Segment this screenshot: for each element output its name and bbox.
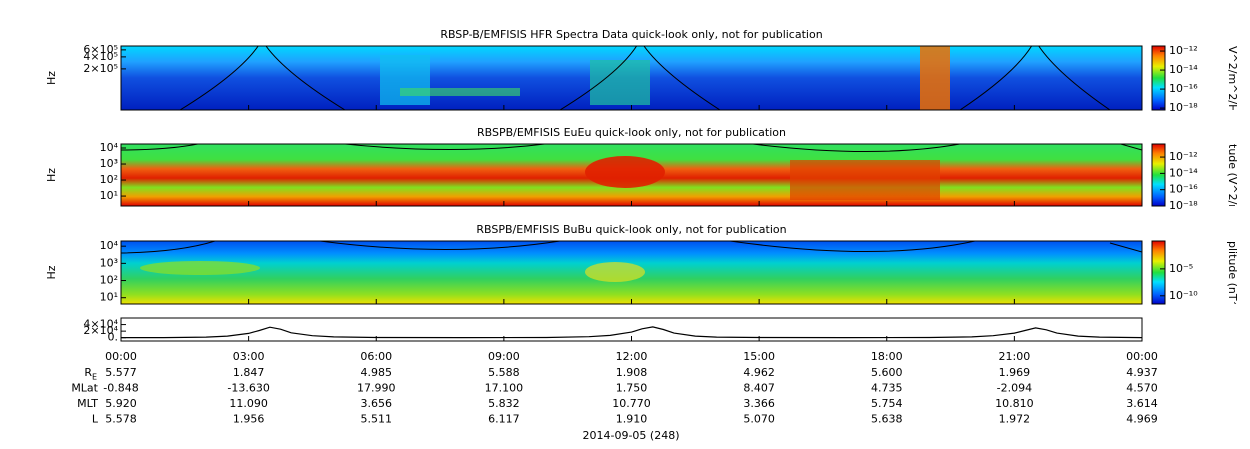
colorbar-label-group: tude (V^2/m^: [1226, 144, 1239, 224]
ephemeris-value: 5.832: [488, 397, 520, 410]
ephemeris-value: 1.910: [616, 413, 648, 426]
ephemeris-row-label: L: [92, 413, 99, 426]
colorbar-label-group: plitude (nT^2: [1226, 241, 1239, 317]
ephemeris-value: 5.638: [871, 413, 903, 426]
colorbar: [1151, 45, 1166, 111]
colorbar-tick-label: 10⁻¹²: [1169, 44, 1198, 57]
ephemeris-value: 5.754: [871, 397, 903, 410]
ephemeris-value: 5.577: [105, 366, 137, 379]
spectrogram-image: [121, 241, 1142, 304]
colorbar: [1151, 143, 1166, 207]
ephemeris-value: 11.090: [229, 397, 268, 410]
ephemeris-row-label: R: [84, 366, 92, 379]
ephemeris-value: 1.908: [616, 366, 648, 379]
y-tick-label: 10³: [100, 256, 118, 269]
x-tick-label: 00:00: [105, 350, 137, 363]
ephemeris-value: 1.847: [233, 366, 265, 379]
panel-title: RBSP-B/EMFISIS HFR Spectra Data quick-lo…: [440, 28, 822, 41]
ephemeris-value: -2.094: [997, 382, 1032, 395]
y-tick-label: 10⁴: [100, 239, 119, 252]
y-tick-label: 2×10⁴: [83, 324, 118, 337]
y-tick-label: 4×10⁵: [83, 50, 118, 63]
colorbar-tick-label: 10⁻¹⁴: [1169, 63, 1198, 76]
y-tick-label: 10²: [100, 274, 118, 287]
ephemeris-value: 1.750: [616, 382, 648, 395]
x-tick-label: 09:00: [488, 350, 520, 363]
ephemeris-value: 5.578: [105, 413, 137, 426]
ephemeris-value: 6.117: [488, 413, 520, 426]
ephemeris-value: 5.511: [361, 413, 393, 426]
y-tick-label: 10³: [100, 157, 118, 170]
x-tick-label: 18:00: [871, 350, 903, 363]
ephemeris-value: 4.937: [1126, 366, 1158, 379]
ephemeris-value: 10.770: [612, 397, 651, 410]
ephemeris-value: 4.962: [743, 366, 775, 379]
ephemeris-value: 1.969: [999, 366, 1031, 379]
spectrogram-image: [121, 46, 1142, 110]
ephemeris-value: 4.985: [361, 366, 393, 379]
colorbar-label: plitude (nT^2: [1226, 241, 1239, 317]
y-tick-label: 10¹: [100, 189, 118, 202]
ephemeris-value: 3.614: [1126, 397, 1158, 410]
ephemeris-value: 4.735: [871, 382, 903, 395]
y-axis-label: Hz: [45, 265, 58, 279]
x-tick-label: 00:00: [1126, 350, 1158, 363]
y-axis-label: Hz: [45, 168, 58, 182]
y-tick-label: 10⁴: [100, 141, 119, 154]
colorbar-tick-label: 10⁻⁵: [1169, 262, 1193, 275]
ephemeris-value: 5.600: [871, 366, 903, 379]
date-label: 2014-09-05 (248): [582, 429, 679, 442]
colorbar-tick-label: 10⁻¹⁶: [1169, 82, 1198, 95]
ephemeris-value: 1.956: [233, 413, 265, 426]
x-tick-label: 12:00: [616, 350, 648, 363]
y-tick-label: 6×10⁵: [83, 43, 118, 56]
panel-title: RBSPB/EMFISIS BuBu quick-look only, not …: [476, 223, 786, 236]
ephemeris-value: 8.407: [743, 382, 775, 395]
ephemeris-row-label: MLT: [77, 397, 98, 410]
ephemeris-value: 4.570: [1126, 382, 1158, 395]
panel-title: RBSPB/EMFISIS EuEu quick-look only, not …: [477, 126, 786, 139]
ephemeris-value: -0.848: [103, 382, 138, 395]
ephemeris-value: 1.972: [999, 413, 1031, 426]
colorbar-tick-label: 10⁻¹⁰: [1169, 289, 1198, 302]
ephemeris-row-subscript: E: [92, 373, 97, 382]
colorbar-label: V^2/m^2/Hz: [1226, 46, 1239, 118]
y-tick-label: 0.: [108, 331, 119, 344]
colorbar-label: tude (V^2/m^: [1226, 144, 1239, 224]
colorbar-label-group: V^2/m^2/Hz: [1226, 46, 1239, 118]
y-tick-label: 10¹: [100, 291, 118, 304]
colorbar-tick-label: 10⁻¹⁶: [1169, 183, 1198, 196]
ephemeris-value: 5.920: [105, 397, 137, 410]
y-axis-label: Hz: [45, 71, 58, 85]
ephemeris-value: 3.656: [361, 397, 393, 410]
x-tick-label: 15:00: [743, 350, 775, 363]
line-series: [121, 326, 1143, 339]
x-tick-label: 21:00: [999, 350, 1031, 363]
colorbar-tick-label: 10⁻¹⁴: [1169, 166, 1198, 179]
ephemeris-value: 10.810: [995, 397, 1034, 410]
ephemeris-row-label: MLat: [71, 382, 98, 395]
colorbar-tick-label: 10⁻¹⁸: [1169, 101, 1198, 114]
ephemeris-value: 4.969: [1126, 413, 1158, 426]
ephemeris-value: 3.366: [743, 397, 775, 410]
ephemeris-value: 5.588: [488, 366, 520, 379]
colorbar: [1151, 240, 1166, 305]
ephemeris-value: 17.990: [357, 382, 396, 395]
spectrogram-image: [121, 144, 1142, 206]
x-tick-label: 03:00: [233, 350, 265, 363]
ephemeris-value: -13.630: [227, 382, 269, 395]
ephemeris-value: 5.070: [743, 413, 775, 426]
y-tick-label: 2×10⁵: [83, 62, 118, 75]
colorbar-tick-label: 10⁻¹⁸: [1169, 199, 1198, 212]
colorbar-tick-label: 10⁻¹²: [1169, 150, 1198, 163]
y-tick-label: 4×10⁴: [83, 318, 118, 331]
y-tick-label: 10²: [100, 173, 118, 186]
ephemeris-value: 17.100: [485, 382, 524, 395]
x-tick-label: 06:00: [360, 350, 392, 363]
